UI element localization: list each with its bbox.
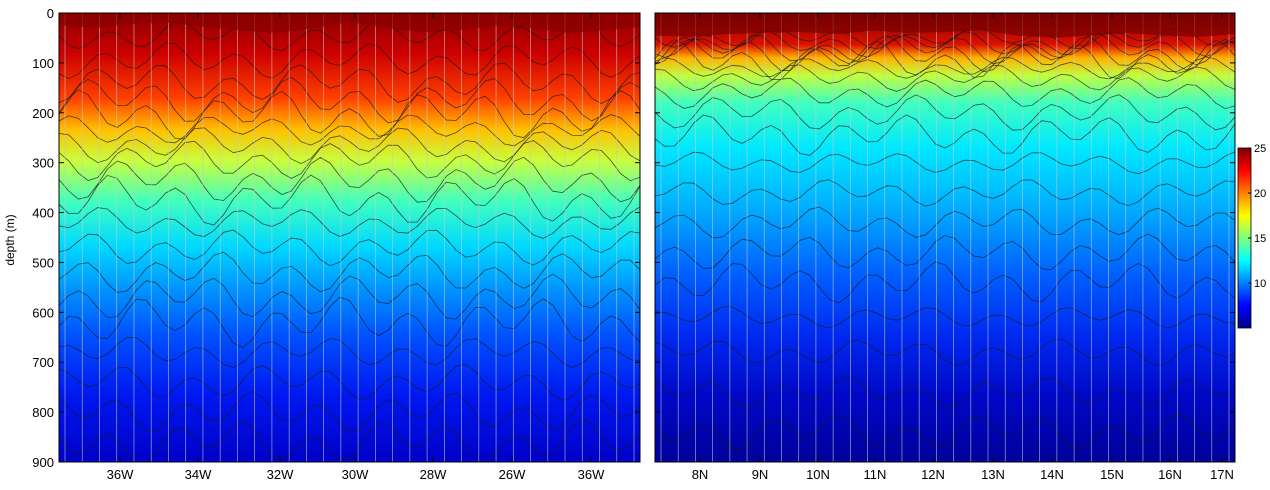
contour-line — [58, 229, 641, 267]
contour-line — [654, 233, 1236, 271]
x-tick-label: 11N — [864, 467, 887, 482]
contour-line — [58, 42, 641, 80]
contour-line — [654, 94, 1236, 131]
y-tick-label: 600 — [32, 305, 54, 320]
contour-line — [654, 375, 1236, 408]
contour-line — [654, 306, 1236, 329]
x-tick-label: 26W — [499, 467, 526, 482]
contour-line — [654, 179, 1236, 207]
y-tick-label: 100 — [32, 56, 54, 71]
contour-line — [58, 19, 641, 52]
y-tick-label: 300 — [32, 156, 54, 171]
contour-line — [58, 206, 641, 239]
x-tick-label: 17N — [1210, 467, 1234, 482]
x-tick-label: 10N — [806, 467, 830, 482]
x-tick-label: 9N — [752, 467, 769, 482]
colorbar-tick-label: 10 — [1254, 278, 1266, 290]
colorbar: 25 20 15 10 — [1237, 143, 1266, 329]
contour-line — [654, 26, 1236, 50]
contour-line — [654, 35, 1236, 73]
contour-line — [58, 140, 641, 182]
contour-line — [58, 418, 641, 463]
contour-line — [654, 39, 1236, 81]
contour-line — [58, 390, 641, 433]
y-tick-label: 400 — [32, 206, 54, 221]
plot-frame — [58, 12, 641, 463]
contour-line — [654, 151, 1236, 175]
contour-line — [58, 114, 641, 147]
contour-line — [654, 261, 1236, 304]
temperature-field — [655, 13, 1235, 462]
contour-line — [654, 413, 1236, 450]
contour-line — [58, 76, 641, 124]
axes-north: 8N 9N 10N 11N 12N 13N 14N 15N 16N 17N — [654, 12, 1236, 482]
mixed-layer-band — [655, 13, 1235, 38]
contour-line — [58, 89, 641, 140]
contour-line — [654, 114, 1236, 156]
y-tick-label: 500 — [32, 255, 54, 270]
x-tick-label: 34W — [185, 467, 212, 482]
colorbar-tick-label: 15 — [1254, 233, 1266, 245]
section-panel-north — [654, 13, 1236, 462]
contour-line — [654, 77, 1236, 110]
x-tick-label: 28W — [420, 467, 447, 482]
contour-line — [58, 62, 641, 105]
y-tick-label: 800 — [32, 405, 54, 420]
y-axis-label: depth (m) — [3, 214, 17, 265]
y-tick-label: 900 — [32, 455, 54, 470]
axes-west: 0 100 200 300 400 500 600 700 800 900 36W 34W 32W 30W… — [32, 6, 641, 482]
temperature-field — [59, 13, 640, 462]
x-tick-label: 30W — [342, 467, 369, 482]
contour-line — [58, 251, 641, 293]
x-tick-label: 8N — [692, 467, 709, 482]
contour-line — [654, 33, 1236, 66]
y-tick-label: 700 — [32, 355, 54, 370]
contour-line — [654, 338, 1236, 367]
colorbar-tick-label: 20 — [1254, 188, 1266, 200]
contour-line — [58, 174, 641, 226]
x-tick-label: 32W — [267, 467, 294, 482]
x-tick-label: 15N — [1100, 467, 1124, 482]
x-tick-label: 14N — [1040, 467, 1064, 482]
x-tick-label: 12N — [921, 467, 945, 482]
contour-line — [58, 273, 641, 320]
contour-line — [58, 363, 641, 401]
contour-line — [58, 127, 641, 165]
x-tick-label: 36W — [578, 467, 605, 482]
plot-frame — [654, 12, 1236, 463]
section-panel-west — [58, 13, 641, 463]
y-tick-label: 0 — [47, 6, 54, 21]
x-tick-label: 13N — [981, 467, 1005, 482]
contour-line — [654, 206, 1236, 239]
colorbar-tick-label: 25 — [1254, 143, 1266, 155]
contour-line — [58, 156, 641, 203]
contour-line — [58, 296, 641, 348]
y-tick-label: 200 — [32, 106, 54, 121]
mixed-layer-band — [59, 13, 640, 33]
contour-line — [58, 336, 641, 368]
contour-line — [654, 56, 1236, 80]
contour-line — [654, 64, 1236, 92]
x-tick-label: 36W — [107, 467, 134, 482]
contour-line — [654, 30, 1236, 58]
x-tick-label: 16N — [1158, 467, 1182, 482]
